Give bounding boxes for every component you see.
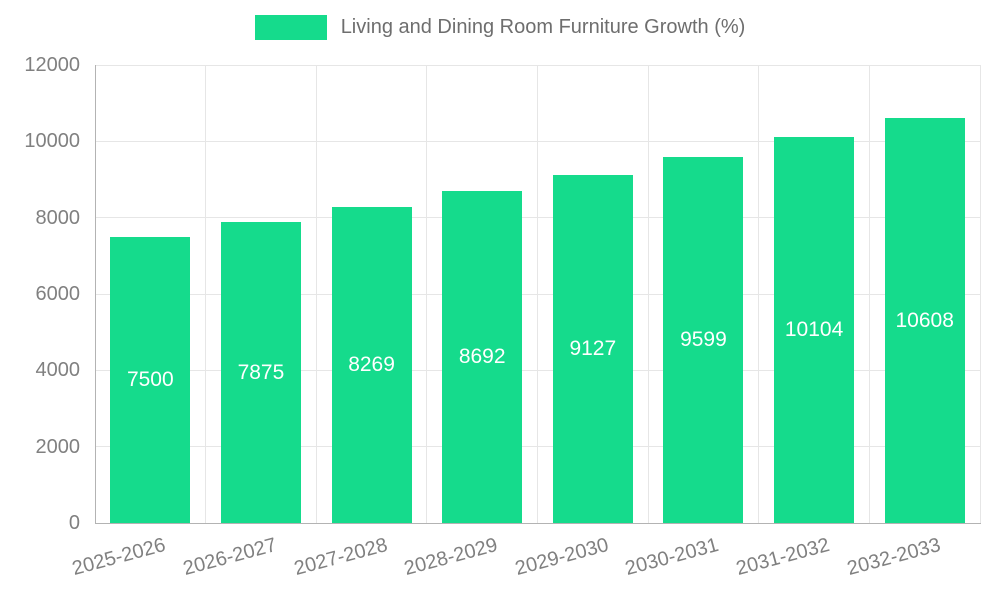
- v-gridline: [315, 65, 317, 523]
- bar-value-label: 8269: [348, 353, 395, 377]
- bar[interactable]: [331, 207, 412, 523]
- bar[interactable]: [774, 137, 855, 523]
- bar-value-label: 8692: [458, 345, 506, 369]
- y-axis-tick-label: 4000: [35, 359, 81, 382]
- bar[interactable]: [663, 156, 744, 523]
- legend-label[interactable]: Living and Dining Room Furniture Growth …: [340, 16, 746, 38]
- y-axis-tick-label: 8000: [35, 206, 81, 229]
- bar-value-label: 10608: [895, 308, 954, 332]
- bar[interactable]: [110, 236, 191, 523]
- bar-value-label: 10104: [784, 318, 844, 342]
- v-gridline: [537, 65, 538, 523]
- bar-value-label: 9127: [569, 336, 617, 360]
- v-gridline: [979, 65, 981, 523]
- bar[interactable]: [442, 191, 523, 523]
- y-axis-line: [95, 65, 96, 523]
- y-axis-tick-label: 12000: [24, 54, 80, 76]
- bar-value-label: 9599: [680, 327, 727, 351]
- y-axis-tick-label: 10000: [24, 130, 80, 153]
- v-gridline: [758, 65, 760, 523]
- y-axis-tick-label: 0: [68, 512, 80, 534]
- y-axis-tick-label: 6000: [35, 283, 81, 305]
- x-axis-line: [95, 523, 981, 524]
- y-axis-tick-label: 2000: [35, 435, 81, 458]
- bar-value-label: 7875: [237, 360, 285, 384]
- bar[interactable]: [552, 174, 633, 523]
- bar[interactable]: [884, 118, 965, 523]
- v-gridline: [868, 65, 870, 523]
- v-gridline: [647, 65, 649, 523]
- bar[interactable]: [220, 222, 301, 523]
- v-gridline: [205, 65, 207, 523]
- bar-value-label: 7500: [126, 367, 174, 391]
- v-gridline: [426, 65, 428, 523]
- legend-swatch[interactable]: [254, 15, 327, 40]
- legend[interactable]: Living and Dining Room Furniture Growth …: [0, 15, 1000, 40]
